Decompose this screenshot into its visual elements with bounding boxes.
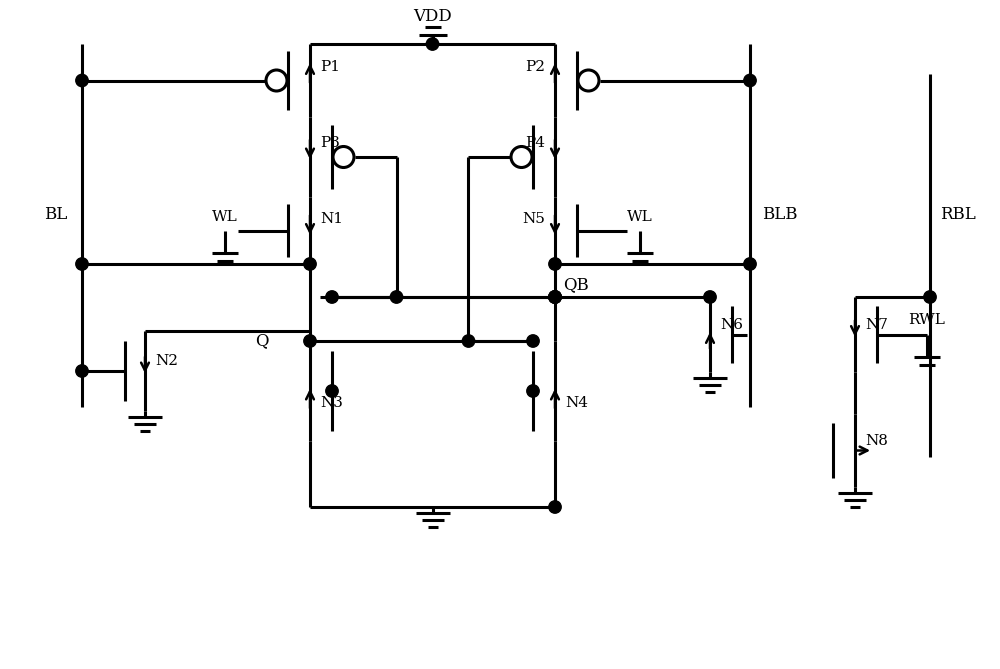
Text: WL: WL — [627, 209, 653, 223]
Circle shape — [744, 258, 756, 270]
Text: N8: N8 — [865, 434, 888, 448]
Circle shape — [333, 147, 354, 167]
Circle shape — [924, 291, 936, 303]
Circle shape — [462, 334, 475, 347]
Circle shape — [527, 385, 539, 397]
Text: P4: P4 — [525, 136, 545, 150]
Circle shape — [549, 291, 561, 303]
Circle shape — [704, 291, 716, 303]
Circle shape — [76, 365, 88, 377]
Circle shape — [527, 334, 539, 347]
Text: N2: N2 — [155, 354, 178, 368]
Text: BLB: BLB — [762, 205, 798, 223]
Text: RWL: RWL — [909, 312, 945, 326]
Text: WL: WL — [212, 209, 238, 223]
Text: N3: N3 — [320, 396, 343, 410]
Circle shape — [76, 74, 88, 87]
Circle shape — [390, 291, 403, 303]
Circle shape — [549, 291, 561, 303]
Circle shape — [549, 291, 561, 303]
Text: N5: N5 — [522, 211, 545, 225]
Circle shape — [549, 501, 561, 513]
Text: RBL: RBL — [940, 205, 976, 223]
Text: N7: N7 — [865, 318, 888, 332]
Circle shape — [549, 291, 561, 303]
Circle shape — [304, 334, 316, 347]
Circle shape — [326, 291, 338, 303]
Text: P1: P1 — [320, 60, 340, 74]
Circle shape — [578, 70, 599, 91]
Text: N1: N1 — [320, 211, 343, 225]
Text: Q: Q — [255, 332, 268, 349]
Text: P3: P3 — [320, 136, 340, 150]
Text: VDD: VDD — [413, 7, 452, 25]
Circle shape — [426, 38, 439, 50]
Circle shape — [76, 258, 88, 270]
Circle shape — [549, 258, 561, 270]
Circle shape — [304, 258, 316, 270]
Text: QB: QB — [563, 276, 589, 294]
Circle shape — [744, 74, 756, 87]
Text: P2: P2 — [525, 60, 545, 74]
Circle shape — [511, 147, 532, 167]
Text: BL: BL — [44, 205, 67, 223]
Circle shape — [266, 70, 287, 91]
Text: N6: N6 — [720, 318, 743, 332]
Text: N4: N4 — [565, 396, 588, 410]
Circle shape — [326, 385, 338, 397]
